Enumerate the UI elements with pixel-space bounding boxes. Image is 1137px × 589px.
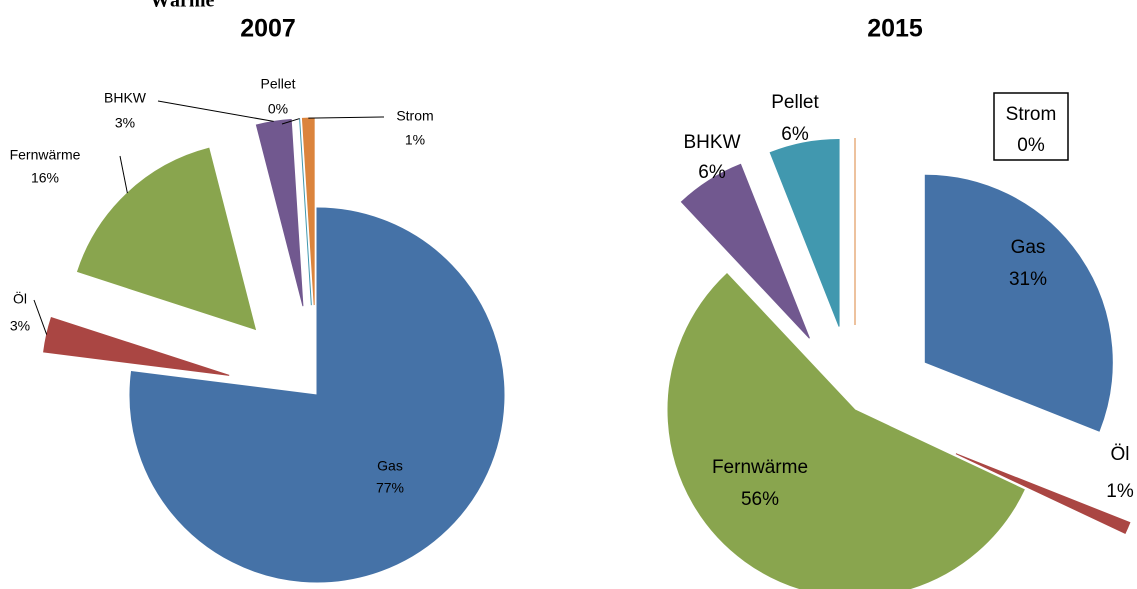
- pie-slice: [129, 207, 505, 583]
- chart-title: 2007: [240, 15, 296, 43]
- slice-label: BHKW: [104, 90, 147, 106]
- slice-value-label: 0%: [268, 101, 288, 117]
- pie-slice: [301, 117, 315, 306]
- slice-value-label: 77%: [376, 480, 404, 496]
- slice-value-label: 3%: [10, 318, 30, 334]
- chart-title: 2015: [867, 15, 923, 43]
- slice-label: Fernwärme: [712, 457, 808, 478]
- pie-slice: [76, 147, 257, 331]
- leader-line: [119, 155, 128, 194]
- label-box: [993, 92, 1069, 161]
- leader-line: [33, 299, 48, 335]
- pie-slice: [955, 453, 1131, 534]
- pie-slice: [680, 163, 810, 339]
- slice-label: Pellet: [260, 76, 295, 92]
- slice-label: Pellet: [771, 92, 819, 113]
- pie-slice: [667, 272, 1025, 589]
- pie-slice: [769, 139, 840, 327]
- slice-value-label: 6%: [698, 162, 726, 183]
- slice-label: Strom: [1006, 104, 1057, 125]
- leader-line: [157, 100, 274, 122]
- slice-value-label: 56%: [741, 489, 779, 510]
- slice-value-label: 31%: [1009, 269, 1047, 290]
- slice-value-label: 0%: [1017, 135, 1045, 156]
- leader-line: [281, 118, 300, 125]
- slice-value-label: 1%: [405, 132, 425, 148]
- slice-value-label: 16%: [31, 170, 59, 186]
- heading: Wärme: [150, 0, 215, 12]
- slice-label: Öl: [1111, 444, 1130, 465]
- slice-label: Gas: [1011, 237, 1046, 258]
- slice-label: Gas: [377, 458, 403, 474]
- leader-line: [308, 116, 385, 119]
- pie-slice: [924, 174, 1113, 432]
- slice-value-label: 1%: [1106, 481, 1134, 502]
- slice-value-label: 3%: [115, 115, 135, 131]
- slice-label: Öl: [13, 290, 27, 307]
- slice-value-label: 6%: [781, 124, 809, 145]
- pie-slice: [43, 316, 230, 376]
- slice-label: BHKW: [684, 132, 741, 153]
- slice-label: Strom: [396, 108, 433, 124]
- pie-slice: [255, 118, 304, 307]
- slice-label: Fernwärme: [10, 147, 81, 163]
